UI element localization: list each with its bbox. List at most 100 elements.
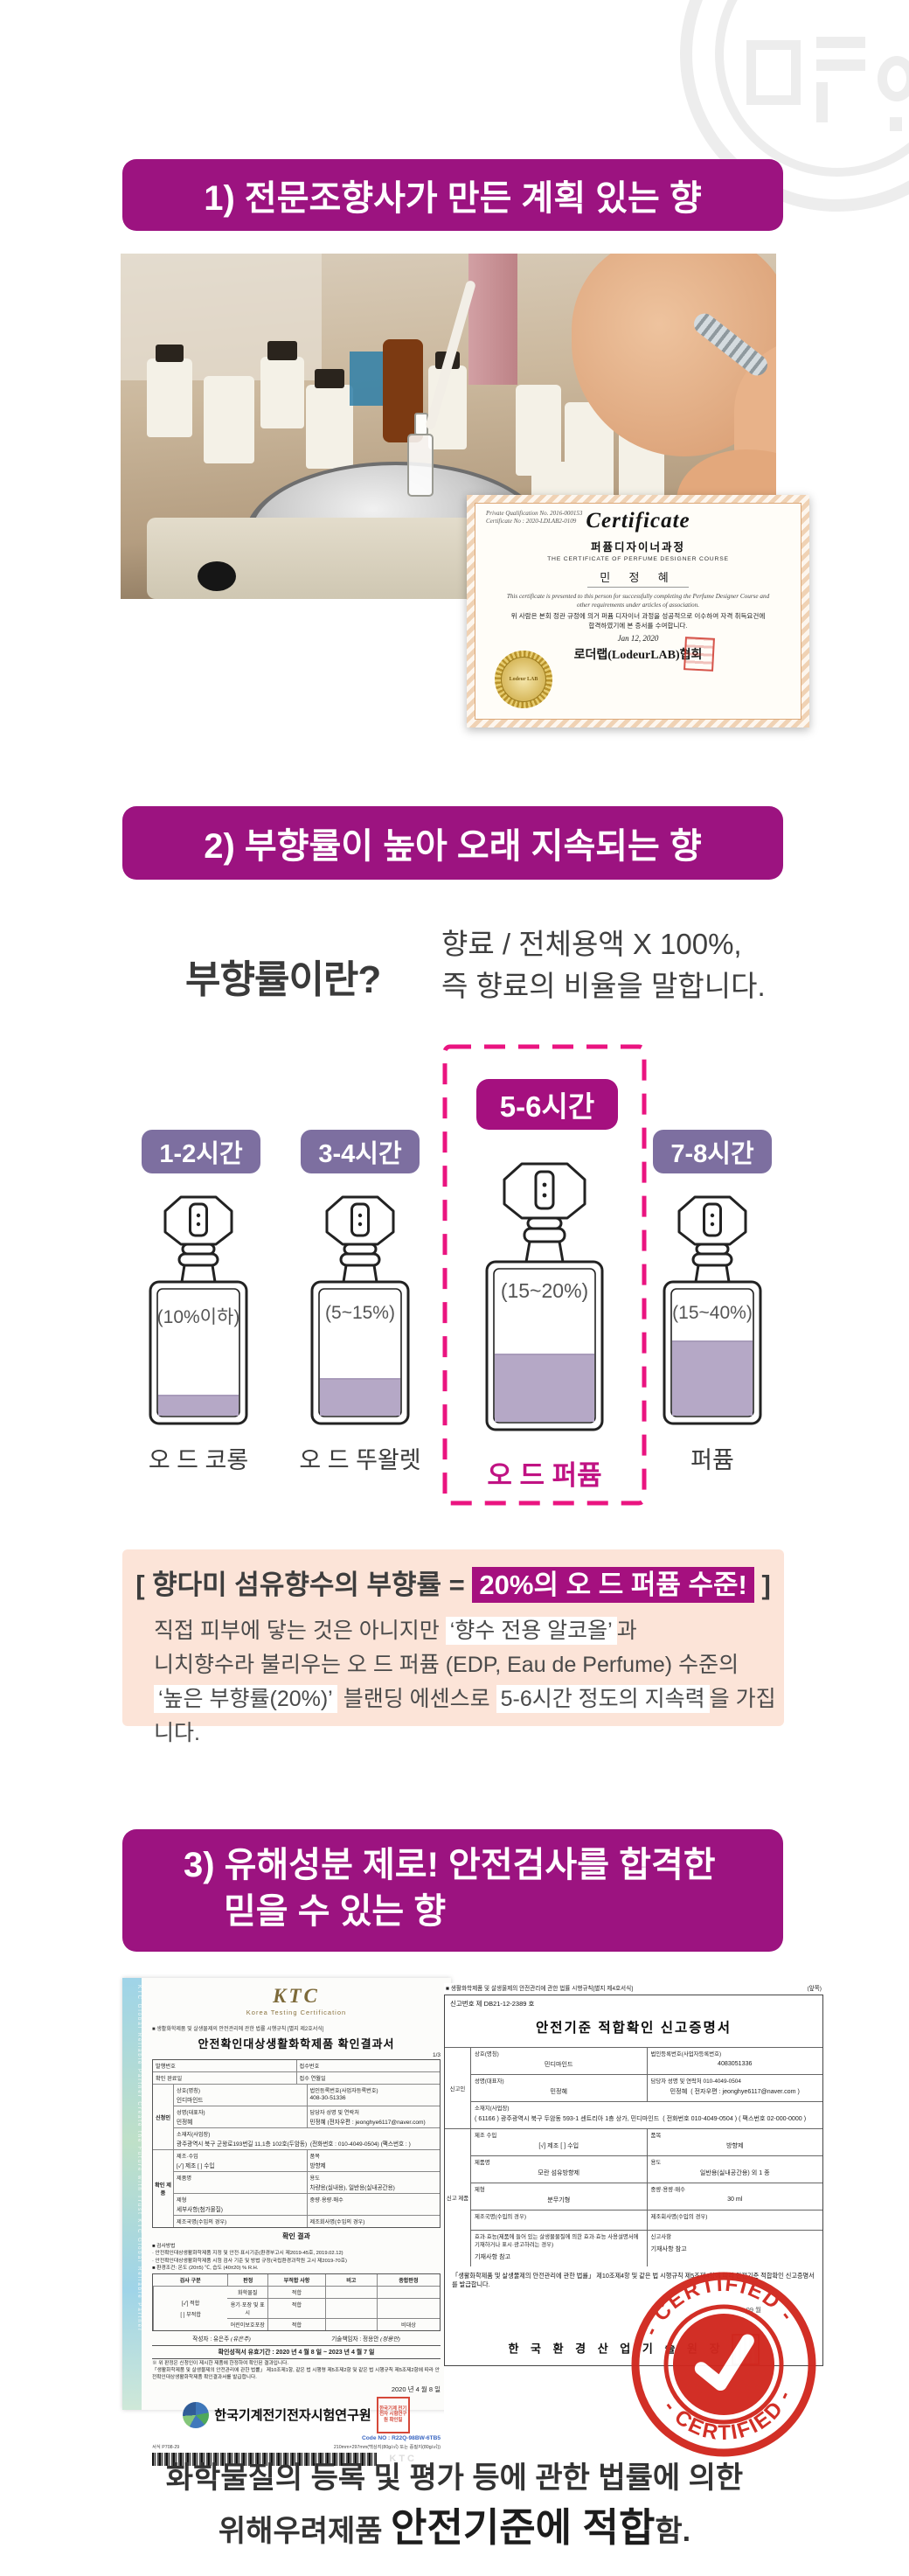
cell-value: ( 61166 ) 광주광역시 북구 두암동 593-1 센트리아 1층 상가,… [475, 2114, 819, 2123]
test-method-notes: ■ 검사방법 · 안전확인대상생활화학제품 지정 및 안전·표시기준(환경부고시… [152, 2243, 441, 2272]
bottle-body-area [672, 1290, 753, 1416]
ktc-page-number: 1/3 [432, 2052, 441, 2058]
cell-label: 법인등록번호(사업자등록번호) [650, 2051, 722, 2057]
cell-value: 인디마인드 [177, 2098, 204, 2104]
method-line: ■ 검사방법 [152, 2244, 176, 2249]
phone-text: ( 전화번호 010-4049-0504 ) [663, 2115, 738, 2122]
cell-label: 담당자 성명 및 연락처 [650, 2078, 702, 2085]
form-note: ■ 생활화학제품 및 살생물제의 안전관리에 관한 법률 시행규칙[별지 제4호… [446, 1986, 634, 1992]
footer-statement-line2: 위해우려제품 안전기준에 적합함. [0, 2496, 909, 2552]
bottle-outline-icon [149, 1195, 248, 1425]
certificate-body-kr-line2: 합격하였기에 본 증서를 수여합니다. [588, 621, 688, 630]
table-row: 상호(명칭) 인디마인드 법인등록번호(사업자등록번호) 408-30-51336 [174, 2085, 440, 2106]
cell-value: 4083051336 [718, 2060, 753, 2067]
method-line: ■ 환경조건: 온도 (20±5) ℃, 습도 (40±20) % R.H. [152, 2265, 259, 2271]
cell-value: 방향제 [309, 2163, 326, 2169]
section3-heading: 3) 유해성분 제로! 안전검사를 합격한 믿을 수 있는 향 [122, 1829, 783, 1952]
cell-label: 제조국명(수입의 경우) [177, 2219, 227, 2225]
bottle-name-label: 오 드 뚜왈렛 [299, 1447, 421, 1473]
bottle-name-label: 퍼퓸 [690, 1447, 734, 1473]
cell-label: 제조국명(수입의 경우) [475, 2214, 526, 2220]
cell-confirm-date: 확인 완료일 [156, 2076, 183, 2082]
certificate-title: Certificate [586, 509, 690, 533]
barcode-row: KTC [152, 2452, 441, 2466]
gold-seal-center: Lodeur LAB [501, 657, 546, 702]
result-cell: 용기·포장 및 표시 [227, 2298, 268, 2318]
result-cell: 적합 [267, 2298, 325, 2319]
photo-bottle [260, 357, 304, 428]
cell-label: 신고사항 [650, 2234, 672, 2240]
ktc-main-table: 발행번호 접수번호 확인 완료일 접수 연월일 신청인 상호(명칭) 인디마인드 … [152, 2059, 441, 2228]
table-row: 제조 수입 [√] 제조 [ ] 수입 품목 방향제 [471, 2129, 822, 2155]
table-row: 제조국명(수입의 경우) 제조회사명(수입의 경우) [471, 2210, 822, 2230]
phone-text: (전화번호 : 010-4049-0504) [309, 2141, 379, 2148]
cell-value: 기재사항 참고 [650, 2245, 687, 2252]
section3-heading-line1: 3) 유해성분 제로! 안전검사를 합격한 [184, 1846, 716, 1884]
bottle-eau-de-parfum: (15~20%) [476, 1159, 613, 1437]
photo-bottle [204, 376, 254, 463]
cell-value: 민디마인드 [544, 2061, 573, 2068]
cell-value: 30 ml [727, 2196, 743, 2203]
applicant-group-body: 상호(명칭) 인디마인드 법인등록번호(사업자등록번호) 408-30-51336 … [174, 2085, 440, 2149]
report-number: 신고번호 제 DB21-12-2389 호 [450, 2000, 535, 2008]
product-group-row: 신고 제품 제조 수입 [√] 제조 [ ] 수입 품목 방향제 제품명 모란 섬유방… [445, 2128, 822, 2266]
definition-term: 부향률이란? [185, 958, 381, 1001]
product-group-body: 제조 수입 [√] 제조 [ ] 수입 품목 방향제 제품명 모란 섬유방향제 용도 일… [471, 2129, 822, 2266]
cell-label: 제조·수입 [177, 2154, 198, 2160]
cell-label: 제형 [475, 2187, 485, 2193]
cell-label: 제조회사명(수입의 경우) [646, 2210, 823, 2230]
photo-bottle [306, 385, 353, 469]
result-header: 판정 [227, 2274, 267, 2287]
form-code: 서식 P708-29 [152, 2444, 180, 2450]
ktc-ghost-mark: KTC [389, 2454, 417, 2465]
cell: 상호(명칭) 민디마인드 [471, 2048, 647, 2074]
contact-email: ( 전자우편 : jeonghye6117@naver.com ) [690, 2088, 800, 2095]
document-notes: ※ 위 판정은 신청인이 제시한 제품에 한정하여 확인된 결과입니다. 「생활… [152, 2361, 441, 2381]
watermark-glyph [816, 82, 828, 122]
table-row: 효과·효능(제품에 들어 있는 살생물물질에 의한 효과·효능 사용설명서에 기… [471, 2230, 822, 2266]
result-cell: 어린이보호포장 [227, 2318, 268, 2330]
definition-text: 향료 / 전체용액 X 100%, 즉 향료의 비율을 말합니다. [441, 923, 766, 1007]
summary-line3: ‘높은 부향률(20%)’ 블랜딩 에센스로 5-6시간 정도의 지속력 을 가집… [154, 1682, 784, 1751]
result-cell [324, 2318, 377, 2331]
bottle-body-area [158, 1290, 239, 1416]
product-group-label: 확인 제품 [153, 2150, 174, 2227]
photo-pink-pillar [468, 254, 517, 385]
result-header: 비고 [324, 2274, 377, 2287]
cell-value: 분무기형 [547, 2197, 571, 2204]
ktc-side-strip: KTC Global Reliable Partner Create the F… [122, 1978, 142, 2410]
summary-line3-mid: 블랜딩 에센스로 [337, 1687, 496, 1711]
cell-label: 품목 [309, 2154, 320, 2160]
bottle-eau-de-toilette: (5~15%) [295, 1192, 426, 1430]
cell-value: 차량용(실내용), 일반용(실내공간용) [309, 2185, 395, 2191]
writer-signature: 작성자 : 유은주 (유은주) [192, 2334, 250, 2343]
summary-line2: 니치향수라 불리우는 오 드 퍼퓸 (EDP, Eau de Perfume) … [154, 1653, 739, 1677]
cell-label: 소재지(사업장) [177, 2132, 211, 2138]
certificate-body-kr: 위 사람은 본회 정관 규정에 의거 퍼퓸 디자이너 과정을 성공적으로 이수하… [484, 612, 792, 630]
summary-title: [ 향다미 섬유향수의 부향률 = 20%의 오 드 퍼퓸 수준! ] [122, 1563, 784, 1603]
duration-badge-3-highlighted: 5-6시간 [476, 1079, 618, 1130]
certificate-body-kr-line1: 위 사람은 본회 정관 규정에 의거 퍼퓸 디자이너 과정을 성공적으로 이수하… [510, 612, 766, 620]
signature-row: 작성자 : 유은주 (유은주) 기술책임자 : 정용안 (정용안) [152, 2334, 441, 2343]
result-section-title: 확인 결과 [282, 2232, 310, 2240]
result-cell [376, 2298, 440, 2319]
cell: 소재지(사업장) ( 61166 ) 광주광역시 북구 두암동 593-1 센트… [471, 2102, 822, 2128]
certificate-issuer: 로더랩(LodeurLAB)협회 [574, 637, 716, 672]
watermark-glyph [890, 117, 902, 131]
cell: 소재지(사업장) 광주광역시 북구 군왕로193번길 11,1층 102호(두암… [174, 2128, 440, 2149]
issuing-organization-row: 한국기계전기전자시험연구원 한국기계 전기전자 시험연구원 확인필 [152, 2396, 441, 2433]
cell: 중량·용량·매수 30 ml [646, 2183, 823, 2210]
bottle-body-area [495, 1270, 594, 1422]
ktc-paper: KTC Korea Testing Certification ■ 생활화학제품… [142, 1978, 451, 2466]
ktc-confirmation-document: KTC Global Reliable Partner Create the F… [122, 1978, 451, 2466]
writer-name: 작성자 : 유은주 [192, 2336, 230, 2343]
address-text: 광주광역시 북구 군왕로193번길 11,1층 102호(두암동) [177, 2141, 308, 2148]
concentration-summary-box: [ 향다미 섬유향수의 부향률 = 20%의 오 드 퍼퓸 수준! ] 직접 피… [122, 1549, 784, 1745]
summary-line1-mark: ‘향수 전용 알코올’ [445, 1617, 617, 1645]
globe-logo-icon [183, 2401, 210, 2428]
table-row: 제형 세부사항(첨가물질) 중량·용량·매수 [174, 2193, 440, 2215]
liquid-fill [672, 1340, 753, 1416]
